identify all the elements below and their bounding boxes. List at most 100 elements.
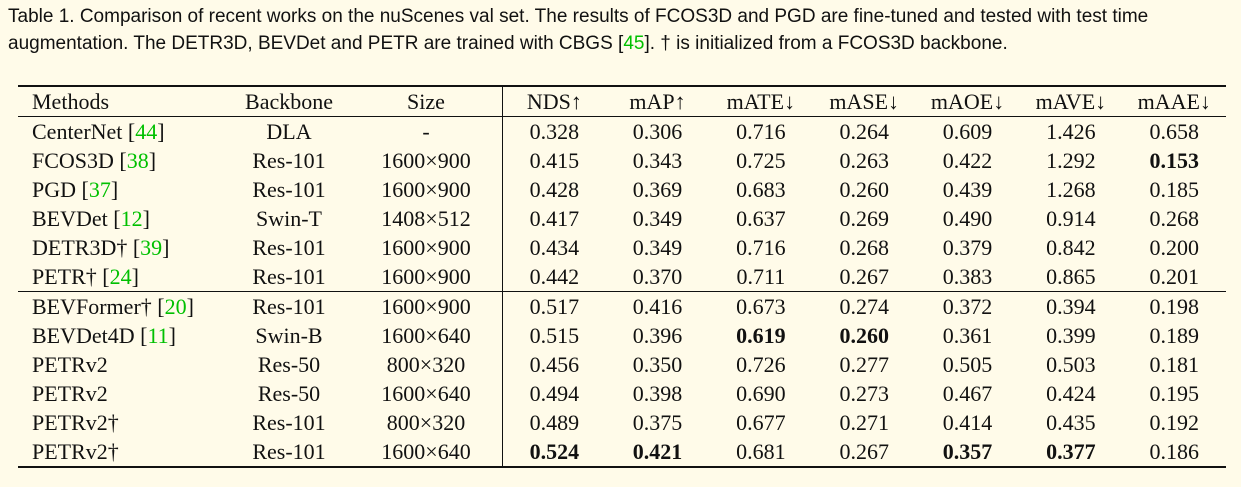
backbone-cell: Res-101 (252, 439, 326, 464)
table-row: PETRv2† Res-101 1600×640 0.524 0.421 0.681 0.2… (18, 437, 1226, 467)
map-cell: 0.370 (632, 264, 683, 289)
mate-cell: 0.637 (736, 206, 786, 231)
header-nds: NDS↑ (526, 89, 582, 114)
mate-cell: 0.681 (736, 439, 786, 464)
method-name: BEVDet (32, 206, 114, 231)
method-cell: FCOS3D [38] (32, 148, 157, 173)
size-cell: 800×320 (350, 408, 503, 437)
maoe-cell: 0.505 (942, 352, 993, 377)
nds-cell: 0.517 (529, 294, 580, 319)
citation-link[interactable]: 44 (135, 119, 158, 144)
table-row: DETR3D† [39] Res-101 1600×900 0.434 0.349 0.7… (18, 233, 1226, 262)
method-cell: PETRv2† (18, 408, 228, 437)
mate-cell: 0.673 (736, 294, 786, 319)
mase-cell: 0.277 (839, 352, 889, 377)
nds-cell: 0.442 (529, 264, 580, 289)
mase-cell: 0.264 (839, 119, 889, 144)
mase-cell: 0.260 (839, 323, 889, 348)
nds-cell: 0.428 (529, 177, 580, 202)
method-name: PETRv2† (32, 439, 119, 464)
mave-cell: 0.394 (1046, 294, 1096, 319)
method-name: PETRv2 (32, 352, 108, 377)
mase-cell: 0.263 (839, 148, 889, 173)
method-cell: DETR3D† [39] (32, 235, 170, 260)
backbone-cell: Res-101 (252, 264, 326, 289)
nds-cell: 0.415 (529, 148, 580, 173)
mase-cell: 0.274 (839, 294, 889, 319)
citation-link[interactable]: 39 (140, 235, 163, 260)
maae-cell: 0.185 (1149, 177, 1200, 202)
maae-cell: 0.201 (1149, 264, 1200, 289)
header-mate: mATE↓ (726, 89, 796, 114)
size-cell: 1600×640 (350, 437, 503, 467)
citation-link[interactable]: 11 (147, 323, 169, 348)
size-cell: 1600×640 (350, 379, 503, 408)
maoe-cell: 0.422 (942, 148, 993, 173)
nds-cell: 0.489 (529, 410, 580, 435)
citation-link[interactable]: 37 (88, 177, 111, 202)
size-cell: 1600×900 (350, 233, 503, 262)
mate-cell: 0.683 (736, 177, 786, 202)
table-group-1: CenterNet [44] DLA - 0.328 0.306 0.716 0.264 0.… (18, 116, 1226, 292)
map-cell: 0.343 (632, 148, 683, 173)
maoe-cell: 0.372 (942, 294, 993, 319)
backbone-cell: Res-101 (252, 294, 326, 319)
citation-link[interactable]: 12 (120, 206, 143, 231)
method-cell: PETRv2 (18, 379, 228, 408)
mave-cell: 0.503 (1046, 352, 1096, 377)
citation-link[interactable]: 20 (164, 294, 187, 319)
mave-cell: 1.292 (1046, 148, 1096, 173)
method-name: PETR† (32, 264, 103, 289)
maae-cell: 0.198 (1149, 294, 1200, 319)
method-cell: PETR† [24] (32, 264, 139, 289)
citation-link[interactable]: 24 (109, 264, 132, 289)
nds-cell: 0.328 (529, 119, 580, 144)
table-row: PGD [37] Res-101 1600×900 0.428 0.369 0.683 0.… (18, 175, 1226, 204)
mate-cell: 0.726 (736, 352, 786, 377)
table-row: CenterNet [44] DLA - 0.328 0.306 0.716 0.264 0.… (18, 116, 1226, 146)
table-row: FCOS3D [38] Res-101 1600×900 0.415 0.343 0.72… (18, 146, 1226, 175)
mave-cell: 0.424 (1046, 381, 1096, 406)
size-cell: 1600×900 (350, 291, 503, 321)
size-cell: 1600×640 (350, 321, 503, 350)
maae-cell: 0.189 (1149, 323, 1200, 348)
table-row: BEVDet [12] Swin-T 1408×512 0.417 0.349 0.637… (18, 204, 1226, 233)
backbone-cell: Res-101 (252, 148, 326, 173)
results-table: Methods Backbone Size NDS↑ mAP↑ mATE↓ mA… (18, 85, 1226, 468)
citation-link[interactable]: 38 (126, 148, 149, 173)
maoe-cell: 0.609 (942, 119, 993, 144)
maae-cell: 0.200 (1149, 235, 1200, 260)
nds-cell: 0.524 (529, 439, 580, 464)
caption-citation-link[interactable]: 45 (623, 33, 645, 54)
map-cell: 0.421 (632, 439, 683, 464)
nds-cell: 0.494 (529, 381, 580, 406)
mate-cell: 0.716 (736, 235, 786, 260)
size-cell: 1600×900 (350, 146, 503, 175)
mate-cell: 0.619 (736, 323, 786, 348)
backbone-cell: Swin-T (256, 206, 322, 231)
header-methods: Methods (32, 89, 109, 114)
mase-cell: 0.267 (839, 439, 889, 464)
table-row: PETRv2 Res-50 800×320 0.456 0.350 0.726 0.277 0… (18, 350, 1226, 379)
mave-cell: 0.399 (1046, 323, 1096, 348)
mate-cell: 0.711 (736, 264, 786, 289)
maae-cell: 0.181 (1149, 352, 1200, 377)
method-cell: BEVDet4D [11] (32, 323, 176, 348)
table-row: PETRv2 Res-50 1600×640 0.494 0.398 0.690 0.273… (18, 379, 1226, 408)
maoe-cell: 0.414 (942, 410, 993, 435)
mase-cell: 0.267 (839, 264, 889, 289)
table-row: BEVDet4D [11] Swin-B 1600×640 0.515 0.396 0.6… (18, 321, 1226, 350)
maoe-cell: 0.357 (942, 439, 993, 464)
nds-cell: 0.434 (529, 235, 580, 260)
backbone-cell: Res-101 (252, 177, 326, 202)
map-cell: 0.398 (632, 381, 683, 406)
maae-cell: 0.195 (1149, 381, 1200, 406)
method-name: BEVDet4D (32, 323, 141, 348)
table-row: PETRv2† Res-101 800×320 0.489 0.375 0.677 0.27… (18, 408, 1226, 437)
mate-cell: 0.716 (736, 119, 786, 144)
caption-text-1: Table 1. Comparison of recent works on t… (8, 6, 1149, 54)
map-cell: 0.350 (632, 352, 683, 377)
method-name: PETRv2† (32, 410, 119, 435)
mave-cell: 0.865 (1046, 264, 1096, 289)
